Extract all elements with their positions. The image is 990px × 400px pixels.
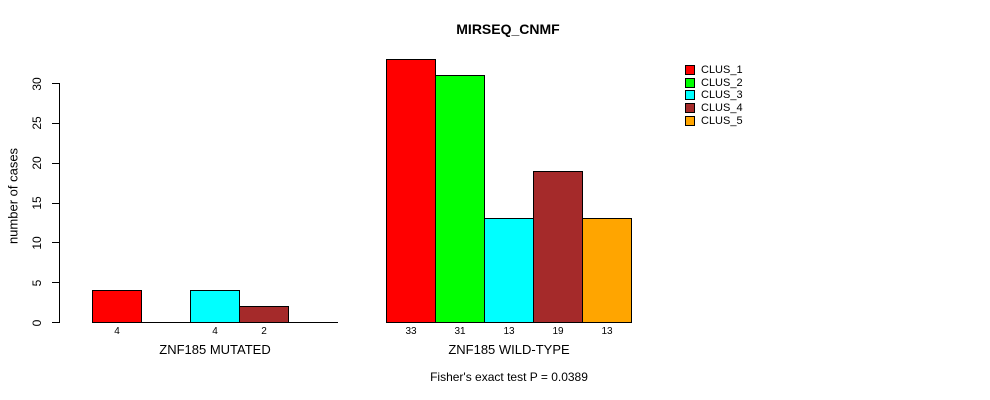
legend-item: CLUS_5 [685, 115, 743, 127]
bar-value-label: 13 [503, 326, 515, 337]
y-tick-label: 0 [30, 319, 44, 326]
y-tick-label: 25 [30, 116, 44, 131]
footnote: Fisher's exact test P = 0.0389 [430, 370, 588, 384]
bar-clus-2 [435, 75, 485, 323]
y-axis-title: number of cases [5, 147, 21, 245]
legend-swatch [685, 78, 695, 88]
bar-clus-4 [239, 306, 289, 323]
chart-title: MIRSEQ_CNMF [456, 21, 560, 37]
group-label: ZNF185 WILD-TYPE [448, 342, 570, 357]
y-tick [52, 83, 59, 84]
bar-value-label: 13 [601, 326, 613, 337]
y-tick-label: 30 [30, 76, 44, 91]
bar-clus-3 [484, 218, 534, 323]
bar-value-label: 4 [114, 326, 120, 337]
legend-label: CLUS_3 [701, 89, 743, 101]
bar-value-label: 2 [261, 326, 267, 337]
bar-clus-3 [190, 290, 240, 323]
y-axis-line [59, 83, 60, 323]
y-tick [52, 122, 59, 124]
legend-label: CLUS_1 [701, 64, 743, 76]
legend-item: CLUS_2 [685, 77, 743, 89]
y-tick [52, 162, 59, 164]
legend-label: CLUS_4 [701, 102, 743, 114]
bar-value-label: 31 [454, 326, 466, 337]
bar-clus-4 [533, 171, 583, 323]
legend-swatch [685, 65, 695, 75]
bar-value-label: 33 [405, 326, 417, 337]
legend-swatch [685, 103, 695, 113]
legend-item: CLUS_3 [685, 89, 743, 101]
legend-item: CLUS_1 [685, 64, 743, 76]
legend-label: CLUS_2 [701, 77, 743, 89]
group-label: ZNF185 MUTATED [159, 342, 271, 357]
y-tick [52, 282, 59, 284]
bar-value-label: 19 [552, 326, 564, 337]
y-tick-label: 15 [30, 196, 44, 210]
y-tick-label: 5 [30, 279, 44, 286]
legend-swatch [685, 90, 695, 100]
bar-clus-1 [386, 59, 436, 323]
y-tick [52, 242, 59, 244]
bar-clus-1 [92, 290, 142, 323]
y-tick-label: 20 [30, 156, 44, 170]
legend-swatch [685, 116, 695, 126]
y-tick-label: 10 [30, 236, 44, 250]
bar-clus-5 [582, 218, 632, 323]
legend-label: CLUS_5 [701, 115, 743, 127]
legend-item: CLUS_4 [685, 102, 743, 114]
y-tick [52, 322, 59, 323]
bar-value-label: 4 [212, 326, 218, 337]
y-tick [52, 202, 59, 204]
